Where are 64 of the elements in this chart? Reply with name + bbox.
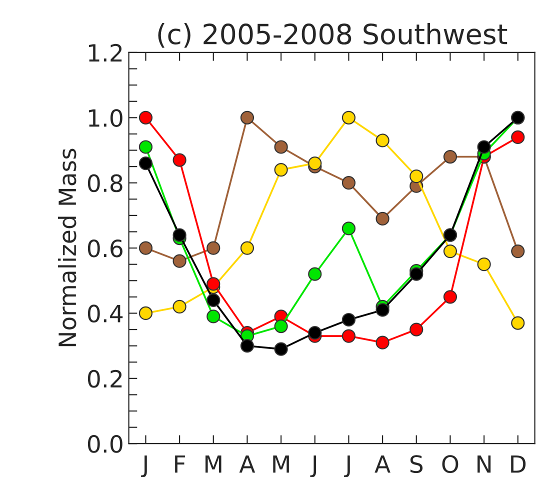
point bbox=[206, 241, 220, 255]
point bbox=[206, 293, 220, 307]
point bbox=[172, 254, 186, 268]
x-tick-label: F bbox=[175, 455, 185, 473]
point bbox=[511, 316, 525, 330]
point bbox=[376, 303, 390, 317]
point bbox=[240, 339, 254, 353]
point bbox=[138, 241, 153, 255]
x-tick-label: O bbox=[442, 455, 458, 473]
point bbox=[376, 134, 390, 148]
point bbox=[274, 342, 288, 356]
point bbox=[376, 212, 390, 226]
x-tick-label: J bbox=[310, 455, 316, 477]
point bbox=[240, 110, 254, 124]
point bbox=[308, 156, 322, 170]
x-tick-label: D bbox=[511, 455, 526, 473]
point bbox=[206, 277, 220, 291]
x-tick-label: J bbox=[344, 455, 350, 477]
x-tick-label: N bbox=[478, 455, 491, 473]
point bbox=[206, 310, 220, 324]
chart-title: (c) 2005-2008 Southwest bbox=[158, 23, 508, 48]
x-tick-label: M bbox=[273, 455, 289, 473]
point bbox=[240, 241, 254, 255]
point bbox=[511, 244, 525, 258]
x-tick-label: A bbox=[239, 455, 256, 473]
y-tick-label: 1.2 bbox=[88, 44, 122, 62]
point bbox=[138, 140, 153, 154]
point bbox=[342, 222, 356, 236]
x-tick-label: A bbox=[374, 455, 390, 473]
y-axis-title: Normalized Mass bbox=[58, 148, 76, 346]
point bbox=[308, 267, 322, 281]
point bbox=[443, 244, 458, 258]
point bbox=[274, 319, 288, 334]
point bbox=[410, 322, 424, 336]
point bbox=[511, 130, 525, 144]
point bbox=[443, 150, 458, 164]
point bbox=[274, 163, 288, 177]
point bbox=[376, 336, 390, 350]
point bbox=[138, 110, 153, 124]
point bbox=[138, 156, 153, 170]
point bbox=[172, 153, 186, 167]
point bbox=[172, 228, 186, 242]
x-tick-label: J bbox=[141, 455, 147, 477]
y-tick-label: 0.0 bbox=[88, 435, 122, 453]
point bbox=[410, 267, 424, 281]
point bbox=[172, 300, 186, 314]
y-tick-label: 0.2 bbox=[88, 370, 122, 388]
point bbox=[274, 140, 288, 154]
point bbox=[477, 140, 491, 154]
x-tick-label: M bbox=[206, 455, 222, 473]
point bbox=[410, 170, 424, 184]
point bbox=[342, 329, 356, 343]
point bbox=[138, 306, 153, 320]
point bbox=[342, 176, 356, 190]
y-tick-label: 0.8 bbox=[88, 174, 122, 192]
y-tick-label: 0.4 bbox=[88, 304, 123, 323]
y-tick-label: 1.0 bbox=[88, 109, 122, 127]
point bbox=[308, 326, 322, 340]
y-tick-label: 0.6 bbox=[88, 239, 122, 258]
point bbox=[342, 312, 356, 327]
x-tick-label: S bbox=[410, 455, 423, 473]
point bbox=[342, 110, 356, 124]
point bbox=[477, 258, 491, 272]
point bbox=[443, 290, 458, 304]
